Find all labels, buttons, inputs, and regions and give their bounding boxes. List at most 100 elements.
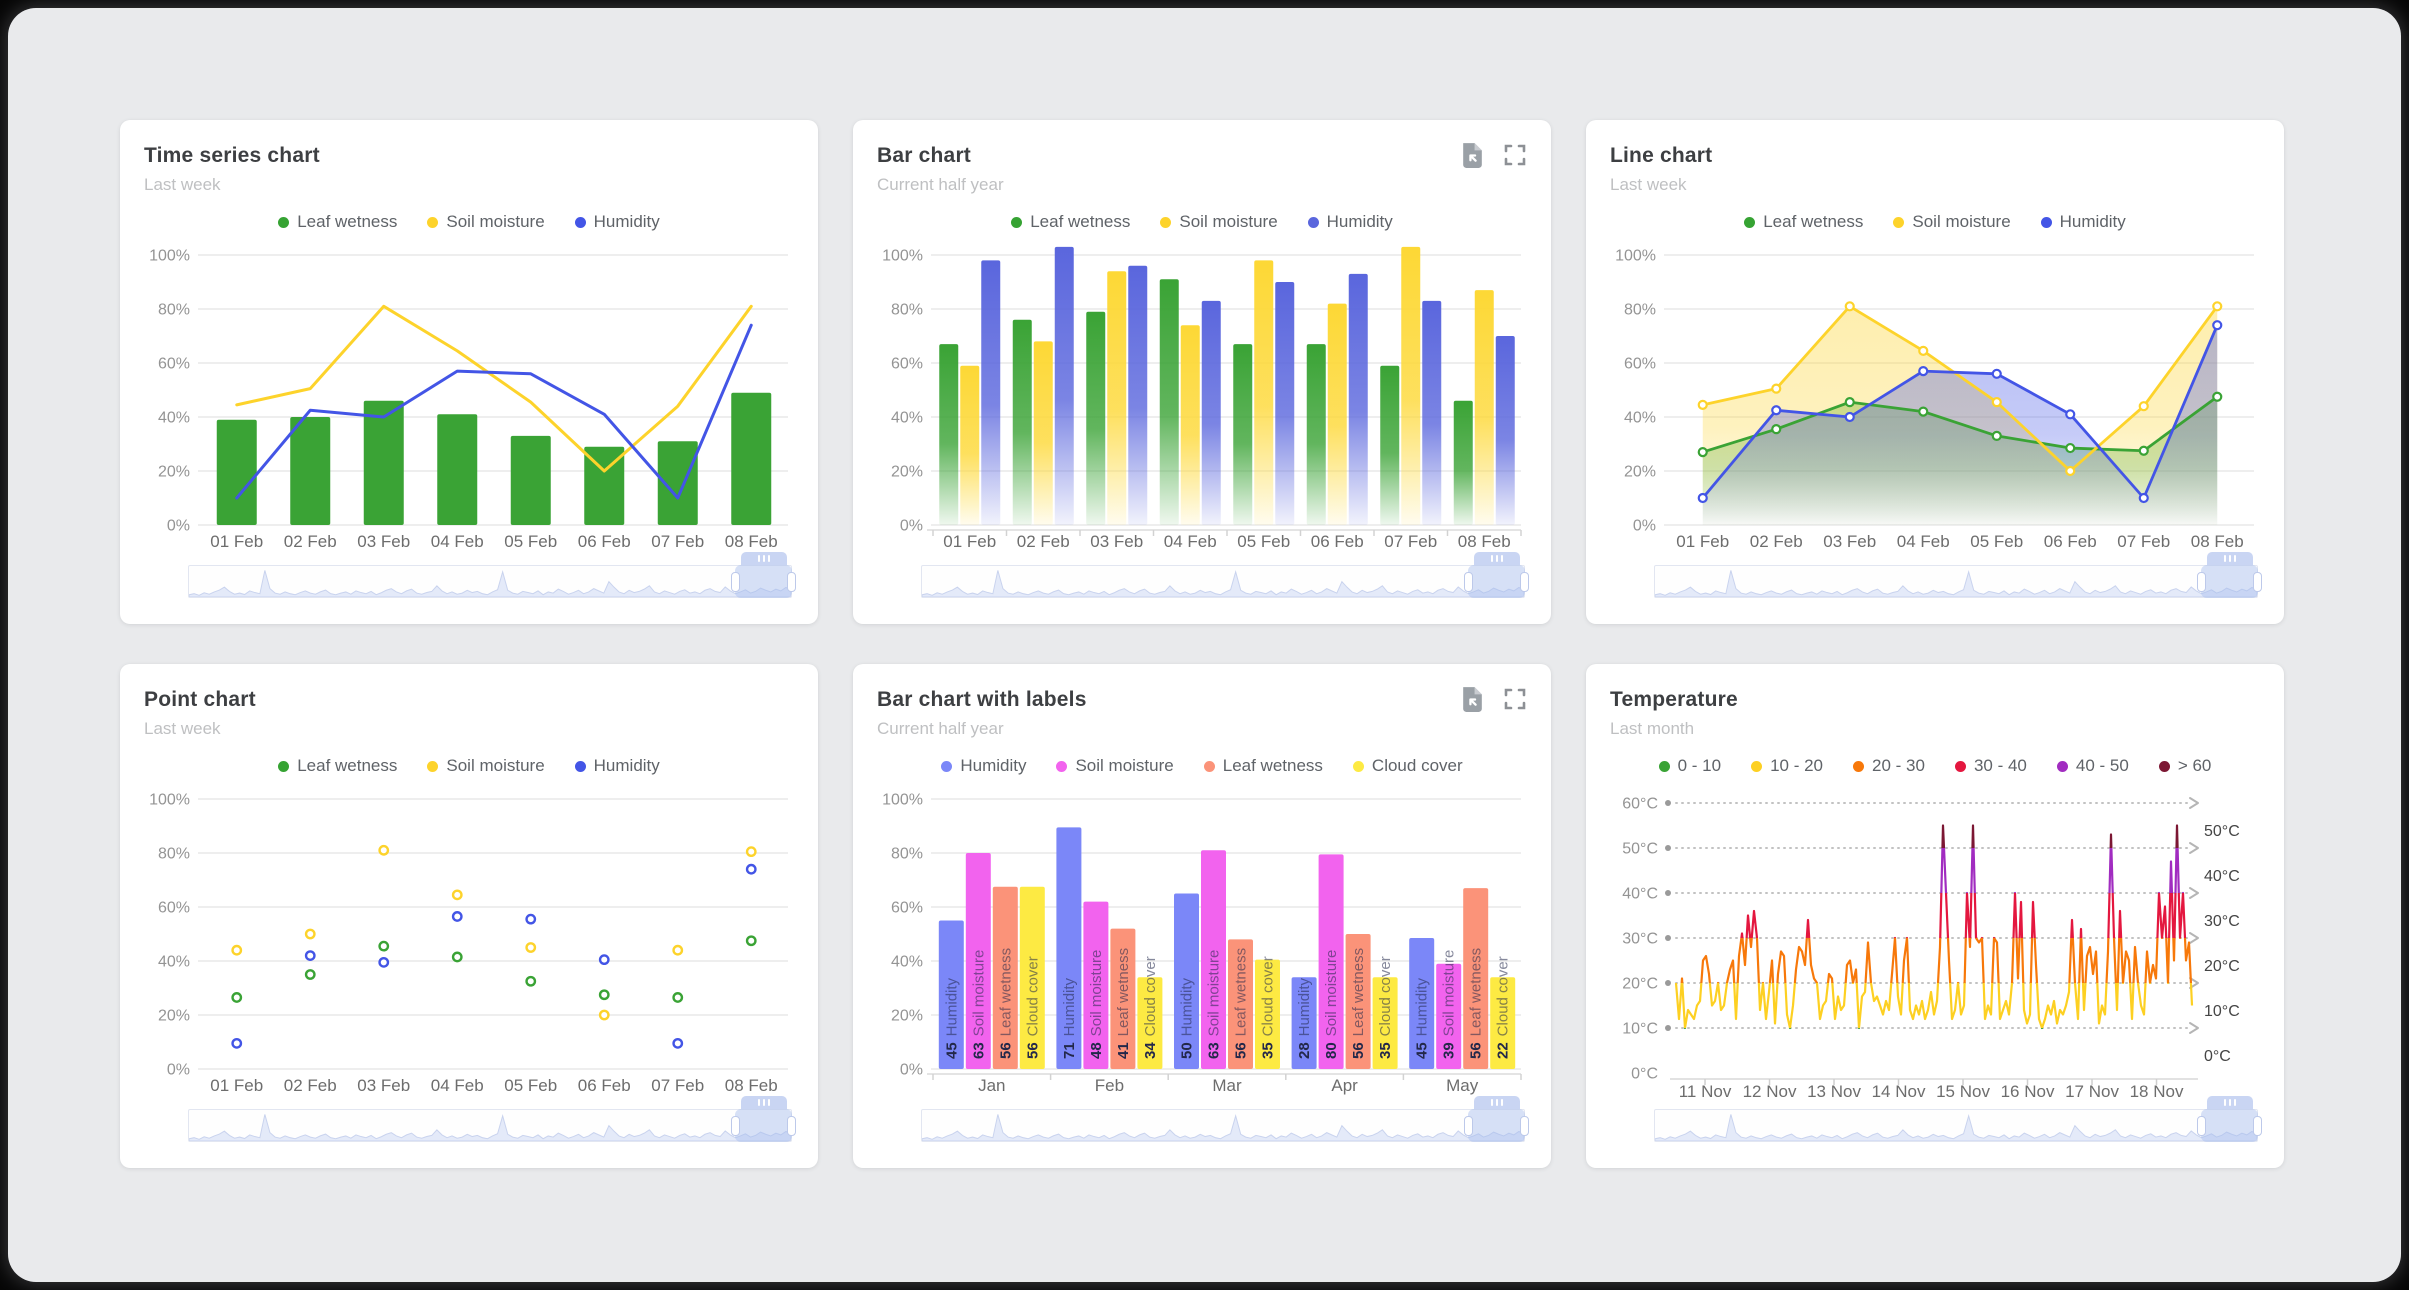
legend-item-leaf-wetness[interactable]: Leaf wetness <box>1011 212 1130 232</box>
svg-text:45Humidity: 45Humidity <box>1414 977 1431 1059</box>
svg-text:60%: 60% <box>158 356 190 373</box>
svg-text:60%: 60% <box>158 900 190 917</box>
svg-text:03 Feb: 03 Feb <box>1823 532 1876 551</box>
navigator-right-grip[interactable] <box>1520 571 1529 592</box>
svg-text:80%: 80% <box>1624 302 1656 319</box>
svg-text:01 Feb: 01 Feb <box>1676 532 1729 551</box>
page-title: Bar chart <box>877 144 972 167</box>
navigator-left-grip[interactable] <box>731 571 740 592</box>
svg-text:14 Nov: 14 Nov <box>1872 1082 1926 1101</box>
legend-item-soil-moisture[interactable]: Soil moisture <box>427 756 545 776</box>
legend-item-soil-moisture[interactable]: Soil moisture <box>1893 212 2011 232</box>
navigator-left-grip[interactable] <box>2197 1115 2206 1136</box>
navigator-drag-handle[interactable] <box>2206 1096 2253 1109</box>
navigator-scrollbar[interactable] <box>188 1096 796 1142</box>
legend-item--60[interactable]: > 60 <box>2158 756 2211 776</box>
navigator-scrollbar[interactable] <box>188 552 796 598</box>
card-actions <box>1460 140 1527 169</box>
svg-text:05 Feb: 05 Feb <box>504 532 557 551</box>
export-image-icon[interactable] <box>1460 140 1485 169</box>
legend-dot-icon <box>1658 760 1670 772</box>
legend-item-10-20[interactable]: 10 - 20 <box>1751 756 1823 776</box>
legend-item-leaf-wetness[interactable]: Leaf wetness <box>278 756 397 776</box>
legend-dot-icon <box>1160 216 1172 228</box>
navigator-selection-window[interactable] <box>1464 552 1529 598</box>
svg-text:04 Feb: 04 Feb <box>1897 532 1950 551</box>
legend-label: Leaf wetness <box>297 212 398 231</box>
navigator-left-grip[interactable] <box>1464 1115 1473 1136</box>
card-point-chart: Point chart Last week Leaf wetness Soil m… <box>120 664 818 1168</box>
legend-dot-icon <box>941 760 953 772</box>
legend-item-humidity[interactable]: Humidity <box>574 212 660 232</box>
navigator-selection-window[interactable] <box>2197 1096 2262 1142</box>
legend-item-40-50[interactable]: 40 - 50 <box>2056 756 2129 776</box>
fullscreen-icon[interactable] <box>1503 687 1527 711</box>
legend-item-0-10[interactable]: 0 - 10 <box>1658 756 1721 776</box>
navigator-selection-window[interactable] <box>1464 1096 1529 1142</box>
legend-dot-icon <box>427 760 439 772</box>
navigator-right-grip[interactable] <box>2253 571 2262 592</box>
navigator-right-grip[interactable] <box>1520 1115 1529 1136</box>
legend-label: Humidity <box>2059 212 2126 231</box>
navigator-right-grip[interactable] <box>787 1115 796 1136</box>
svg-text:16 Nov: 16 Nov <box>2001 1082 2055 1101</box>
navigator-selection-window[interactable] <box>2197 552 2262 598</box>
legend-item-soil-moisture[interactable]: Soil moisture <box>1056 756 1174 776</box>
navigator-scrollbar[interactable] <box>921 1096 1529 1142</box>
svg-text:Jan: Jan <box>978 1076 1005 1095</box>
legend-item-humidity[interactable]: Humidity <box>1307 212 1393 232</box>
svg-text:40°C: 40°C <box>1622 886 1658 903</box>
navigator-left-grip[interactable] <box>731 1115 740 1136</box>
card-header: Bar chart Current half year <box>853 120 1551 195</box>
fullscreen-icon[interactable] <box>1503 143 1527 167</box>
legend-item-20-30[interactable]: 20 - 30 <box>1853 756 1925 776</box>
navigator-scrollbar[interactable] <box>921 552 1529 598</box>
svg-text:20%: 20% <box>1624 464 1656 481</box>
legend-item-humidity[interactable]: Humidity <box>574 756 660 776</box>
navigator-left-grip[interactable] <box>1464 571 1473 592</box>
legend-item-cloud-cover[interactable]: Cloud cover <box>1352 756 1463 776</box>
card-subtitle: Last week <box>144 175 221 194</box>
navigator-selection-window[interactable] <box>731 552 796 598</box>
legend-dot-icon <box>1203 760 1215 772</box>
navigator-scrollbar[interactable] <box>1654 1096 2262 1142</box>
legend: Leaf wetness Soil moisture Humidity <box>1586 211 2284 233</box>
legend-item-leaf-wetness[interactable]: Leaf wetness <box>1203 756 1323 776</box>
export-image-icon[interactable] <box>1460 684 1485 713</box>
legend-item-soil-moisture[interactable]: Soil moisture <box>427 212 545 232</box>
navigator-left-grip[interactable] <box>2197 571 2206 592</box>
dashboard-window: Time series chart Last week Leaf wetness… <box>8 8 2401 1282</box>
legend-dot-icon <box>2158 760 2170 772</box>
legend-item-leaf-wetness[interactable]: Leaf wetness <box>1744 212 1863 232</box>
legend-dot-icon <box>1352 760 1364 772</box>
navigator-selection-window[interactable] <box>731 1096 796 1142</box>
svg-text:05 Feb: 05 Feb <box>504 1076 557 1095</box>
navigator-right-grip[interactable] <box>2253 1115 2262 1136</box>
navigator-scrollbar[interactable] <box>1654 552 2262 598</box>
legend-dot-icon <box>1056 760 1068 772</box>
legend-item-soil-moisture[interactable]: Soil moisture <box>1160 212 1278 232</box>
card-subtitle: Current half year <box>877 175 1004 194</box>
navigator-minimap <box>921 1109 1525 1142</box>
navigator-drag-handle[interactable] <box>740 1096 787 1109</box>
svg-text:20°C: 20°C <box>2204 958 2240 975</box>
navigator-drag-handle[interactable] <box>2206 552 2253 565</box>
navigator-right-grip[interactable] <box>787 571 796 592</box>
svg-text:12 Nov: 12 Nov <box>1743 1082 1797 1101</box>
navigator-drag-handle[interactable] <box>1473 1096 1520 1109</box>
legend-item-30-40[interactable]: 30 - 40 <box>1954 756 2027 776</box>
legend-item-leaf-wetness[interactable]: Leaf wetness <box>278 212 397 232</box>
card-header: Line chart Last week <box>1586 120 2284 195</box>
legend-label: Humidity <box>1326 212 1393 231</box>
page-title: Time series chart <box>144 144 320 167</box>
legend-label: 10 - 20 <box>1770 756 1824 775</box>
legend-item-humidity[interactable]: Humidity <box>941 756 1026 776</box>
navigator-drag-handle[interactable] <box>1473 552 1520 565</box>
navigator-drag-handle[interactable] <box>740 552 787 565</box>
svg-text:10°C: 10°C <box>1622 1021 1658 1038</box>
svg-text:Apr: Apr <box>1331 1076 1358 1095</box>
svg-text:04 Feb: 04 Feb <box>431 1076 484 1095</box>
svg-text:41Leaf wetness: 41Leaf wetness <box>1115 948 1132 1059</box>
legend-item-humidity[interactable]: Humidity <box>2040 212 2126 232</box>
svg-text:07 Feb: 07 Feb <box>651 532 704 551</box>
